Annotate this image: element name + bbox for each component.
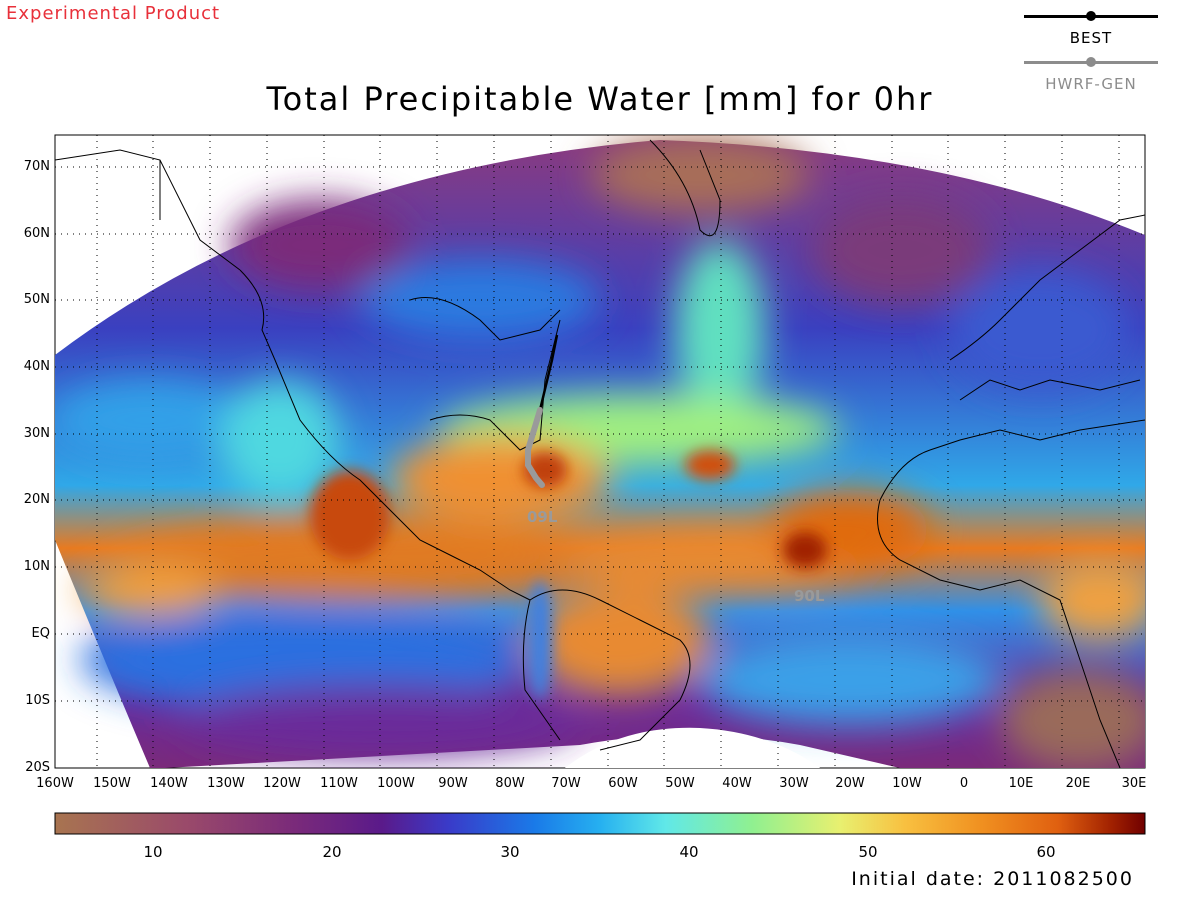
lon-label: 120W: [263, 776, 301, 791]
colorbar-tick-label: 10: [143, 843, 163, 861]
initial-date: Initial date: 2011082500: [851, 868, 1134, 890]
lon-label: 150W: [93, 776, 131, 791]
colorbar-tick-label: 40: [679, 843, 699, 861]
lat-label: 60N: [23, 226, 50, 241]
legend-dot-hwrf-gen: [1086, 57, 1096, 67]
lon-label: 70W: [551, 776, 581, 791]
precipitable-water-field: [55, 137, 1145, 768]
colorbar-tick-label: 50: [858, 843, 878, 861]
legend-item-hwrf-gen: HWRF-GEN: [1024, 54, 1158, 100]
lat-label: EQ: [31, 626, 50, 641]
colorbar-tick-label: 60: [1036, 843, 1056, 861]
lon-label: 40W: [722, 776, 752, 791]
legend-dot-best: [1086, 11, 1096, 21]
lat-label: 20N: [23, 492, 50, 507]
lon-label: 20W: [835, 776, 865, 791]
lon-label: 90W: [438, 776, 468, 791]
lon-label: 60W: [608, 776, 638, 791]
lat-label: 70N: [23, 159, 50, 174]
lat-label: 10S: [25, 693, 50, 708]
lat-label: 50N: [23, 292, 50, 307]
colorbar-tick-label: 20: [322, 843, 342, 861]
lon-label: 130W: [207, 776, 245, 791]
lon-label: 100W: [377, 776, 415, 791]
lat-label: 40N: [23, 359, 50, 374]
lon-label: 30W: [779, 776, 809, 791]
lon-label: 160W: [36, 776, 74, 791]
lon-label: 10W: [892, 776, 922, 791]
colorbar: [54, 812, 1146, 835]
storm-label-09l: 09L: [527, 508, 558, 526]
lon-label: 0: [959, 776, 969, 791]
lon-label: 30E: [1121, 776, 1147, 791]
lon-label: 50W: [665, 776, 695, 791]
lon-label: 140W: [150, 776, 188, 791]
lon-label: 10E: [1008, 776, 1034, 791]
track-legend: BEST HWRF-GEN: [1024, 8, 1158, 100]
lon-label: 20E: [1065, 776, 1091, 791]
lon-label: 80W: [495, 776, 525, 791]
lat-label: 20S: [25, 760, 50, 775]
lat-label: 10N: [23, 559, 50, 574]
colorbar-tick-label: 30: [500, 843, 520, 861]
legend-item-best: BEST: [1024, 8, 1158, 54]
lat-label: 30N: [23, 426, 50, 441]
hwrf-gen-track-line: [525, 407, 545, 488]
legend-label-hwrf-gen: HWRF-GEN: [1045, 75, 1137, 93]
coastlines: [55, 139, 1145, 768]
legend-label-best: BEST: [1069, 29, 1113, 47]
lon-label: 110W: [320, 776, 358, 791]
chart-title: Total Precipitable Water [mm] for 0hr: [266, 80, 934, 118]
storm-label-90l: 90L: [794, 587, 825, 605]
experimental-label: Experimental Product: [6, 3, 221, 24]
